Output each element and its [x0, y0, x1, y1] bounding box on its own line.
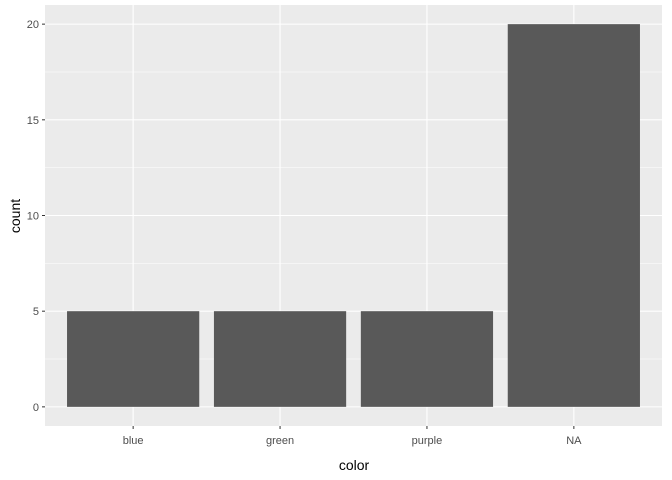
y-axis-title: count: [7, 199, 23, 233]
y-tick-label: 10: [27, 211, 39, 223]
x-axis-title: color: [339, 457, 370, 473]
bar-blue: [67, 311, 200, 407]
bar-na: [507, 24, 640, 407]
y-tick-label: 5: [33, 306, 39, 318]
x-tick-label: NA: [566, 435, 582, 447]
bars: [67, 24, 640, 407]
bar-purple: [360, 311, 494, 407]
x-tick-label: green: [266, 435, 294, 447]
x-axis: blue green purple NA: [123, 426, 582, 447]
bar-green: [213, 311, 347, 407]
y-tick-label: 20: [27, 19, 39, 31]
y-axis: 0 5 10 15 20: [27, 19, 45, 414]
y-tick-label: 0: [33, 402, 39, 414]
x-tick-label: blue: [123, 435, 144, 447]
y-tick-label: 15: [27, 115, 39, 127]
x-tick-label: purple: [412, 435, 443, 447]
